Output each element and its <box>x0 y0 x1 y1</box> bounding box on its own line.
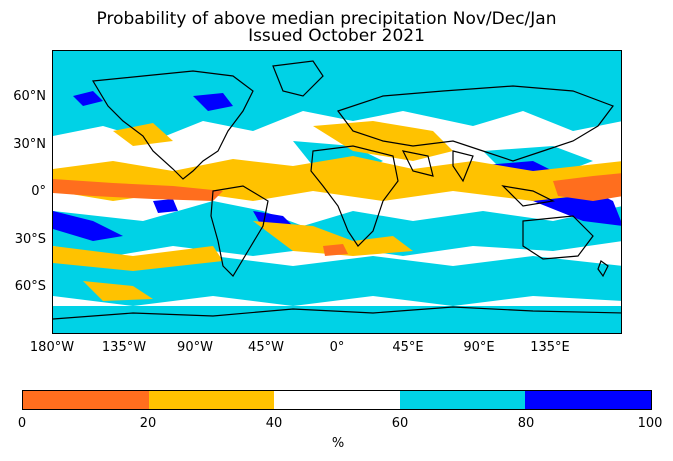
colorbar-segment-20-40 <box>148 391 275 409</box>
colorbar-segment-0-20 <box>23 391 149 409</box>
low-probability-regions <box>53 173 621 256</box>
y-tick-30s: 30°S <box>14 232 46 247</box>
y-tick-60n: 60°N <box>13 89 46 104</box>
map-title-line-1: Probability of above median precipitatio… <box>96 9 557 29</box>
y-tick-0: 0° <box>31 184 46 199</box>
colorbar-segment-40-60 <box>274 391 400 409</box>
x-tick-135w: 135°W <box>101 340 147 355</box>
x-tick-90w: 90°W <box>177 340 213 355</box>
colorbar-tick-60: 60 <box>391 416 409 431</box>
colorbar-tick-20: 20 <box>139 416 157 431</box>
x-tick-45e: 45°E <box>392 340 424 355</box>
x-tick-180w: 180°W <box>29 340 75 355</box>
y-tick-60s: 60°S <box>14 279 46 294</box>
colorbar-tick-80: 80 <box>517 416 535 431</box>
colorbar <box>22 390 652 410</box>
colorbar-unit: % <box>331 436 345 451</box>
x-tick-135e: 135°E <box>530 340 570 355</box>
y-tick-30n: 30°N <box>13 137 46 152</box>
colorbar-tick-100: 100 <box>637 416 663 431</box>
coastlines <box>53 60 621 320</box>
colorbar-segment-60-80 <box>399 391 526 409</box>
x-tick-0: 0° <box>329 340 345 355</box>
x-tick-45w: 45°W <box>248 340 284 355</box>
colorbar-tick-0: 0 <box>17 416 27 431</box>
colorbar-tick-40: 40 <box>265 416 283 431</box>
map-svg <box>53 51 621 333</box>
colorbar-segment-80-100 <box>525 391 651 409</box>
x-tick-90e: 90°E <box>463 340 495 355</box>
map-title-line-2: Issued October 2021 <box>248 26 425 46</box>
precipitation-map <box>52 50 622 334</box>
